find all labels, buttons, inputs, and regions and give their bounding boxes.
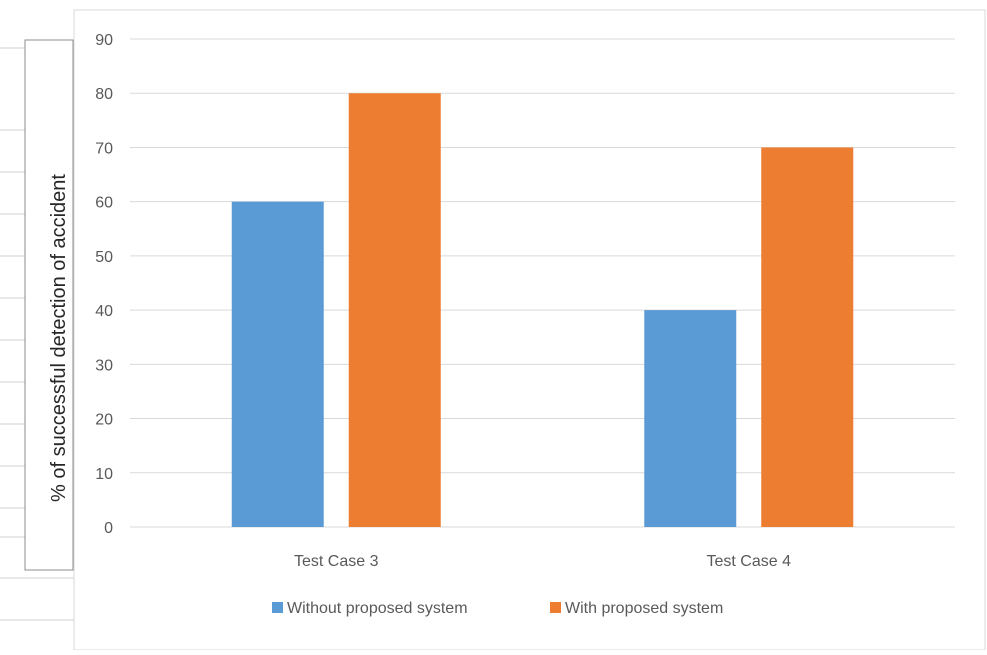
- y-tick-label: 40: [95, 303, 113, 320]
- x-axis-ticks: Test Case 3 Test Case 4: [294, 553, 791, 570]
- bar: [761, 147, 854, 527]
- bar: [644, 310, 737, 527]
- y-tick-label: 0: [104, 520, 113, 537]
- x-tick-label: Test Case 4: [707, 553, 792, 570]
- x-tick-label: Test Case 3: [294, 553, 379, 570]
- y-tick-label: 60: [95, 195, 113, 212]
- legend-label: Without proposed system: [287, 600, 468, 617]
- legend-swatch: [272, 602, 283, 613]
- y-tick-label: 90: [95, 32, 113, 49]
- bars: [231, 93, 854, 527]
- y-tick-label: 80: [95, 86, 113, 103]
- y-tick-label: 50: [95, 249, 113, 266]
- legend-label: With proposed system: [565, 600, 723, 617]
- legend-swatch: [550, 602, 561, 613]
- y-tick-label: 20: [95, 412, 113, 429]
- y-axis-ticks: 0 10 20 30 40 50 60 70 80 90: [95, 32, 113, 537]
- y-axis-title: % of successful detection of accident: [48, 174, 70, 502]
- bar: [231, 201, 324, 527]
- legend: Without proposed system With proposed sys…: [272, 600, 723, 617]
- bar: [348, 93, 441, 527]
- y-tick-label: 70: [95, 140, 113, 157]
- y-tick-label: 10: [95, 466, 113, 483]
- y-tick-label: 30: [95, 357, 113, 374]
- y-axis-title-box: [24, 39, 74, 571]
